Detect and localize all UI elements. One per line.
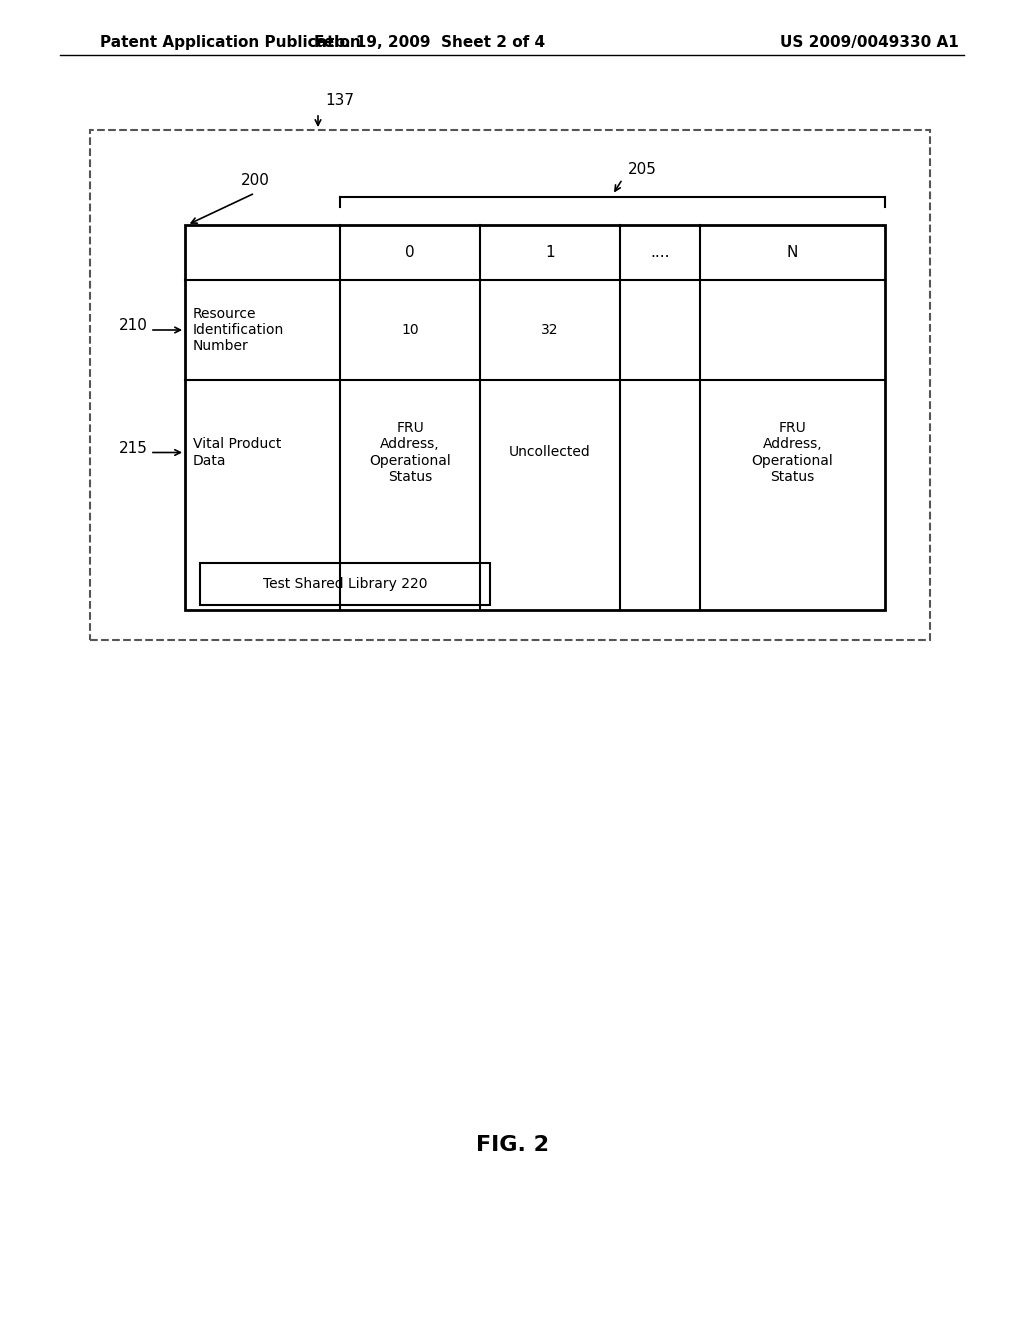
Text: US 2009/0049330 A1: US 2009/0049330 A1 — [780, 36, 958, 50]
Text: Vital Product
Data: Vital Product Data — [193, 437, 282, 467]
Text: Feb. 19, 2009  Sheet 2 of 4: Feb. 19, 2009 Sheet 2 of 4 — [314, 36, 546, 50]
Text: Patent Application Publication: Patent Application Publication — [100, 36, 360, 50]
Text: FRU
Address,
Operational
Status: FRU Address, Operational Status — [369, 421, 451, 484]
Text: 137: 137 — [326, 92, 354, 108]
FancyBboxPatch shape — [200, 564, 490, 605]
Text: Uncollected: Uncollected — [509, 446, 591, 459]
Text: 0: 0 — [406, 246, 415, 260]
Text: 200: 200 — [241, 173, 269, 187]
Bar — [185, 224, 885, 610]
Text: 205: 205 — [628, 162, 657, 177]
Text: Resource
Identification
Number: Resource Identification Number — [193, 306, 285, 354]
Text: FIG. 2: FIG. 2 — [475, 1135, 549, 1155]
Text: 215: 215 — [119, 441, 148, 455]
FancyBboxPatch shape — [90, 129, 930, 640]
Text: 10: 10 — [401, 323, 419, 337]
Text: ....: .... — [650, 246, 670, 260]
Text: 32: 32 — [542, 323, 559, 337]
Text: Test Shared Library 220: Test Shared Library 220 — [263, 577, 427, 591]
Text: 1: 1 — [545, 246, 555, 260]
Text: 210: 210 — [119, 318, 148, 334]
Text: N: N — [786, 246, 798, 260]
Text: FRU
Address,
Operational
Status: FRU Address, Operational Status — [752, 421, 834, 484]
